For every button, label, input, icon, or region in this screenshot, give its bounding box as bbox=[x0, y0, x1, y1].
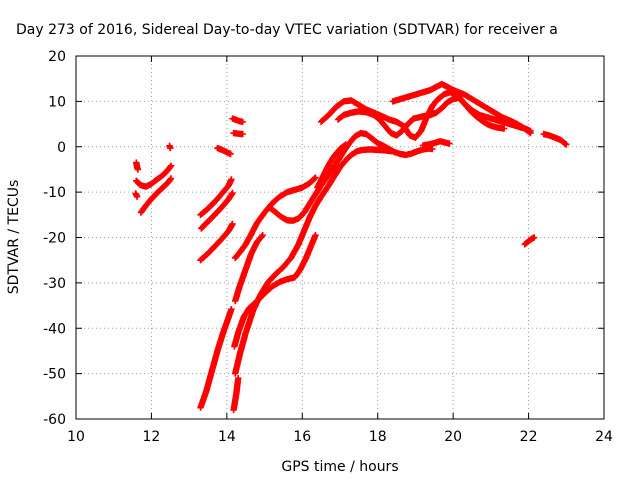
data-point-markers bbox=[197, 306, 235, 411]
data-point-markers bbox=[133, 159, 142, 173]
data-point-markers bbox=[230, 129, 246, 138]
x-tick-label: 20 bbox=[444, 429, 462, 445]
y-tick-label: -40 bbox=[43, 321, 66, 337]
data-point-markers bbox=[334, 94, 508, 139]
data-point-markers bbox=[232, 232, 266, 305]
data-series-trace-7 bbox=[198, 189, 236, 232]
data-points bbox=[132, 80, 570, 414]
x-tick-label: 12 bbox=[143, 429, 161, 445]
data-series-trace-25 bbox=[521, 234, 538, 248]
data-series-trace-16 bbox=[232, 232, 266, 305]
x-tick-labels: 10 12 14 16 18 20 22 24 bbox=[67, 429, 613, 445]
data-point-markers bbox=[314, 141, 349, 191]
data-series-trace-8 bbox=[197, 220, 236, 264]
data-point-markers bbox=[197, 220, 236, 264]
chart-title: Day 273 of 2016, Sidereal Day-to-day VTE… bbox=[16, 22, 558, 38]
y-tick-label: 20 bbox=[48, 49, 66, 65]
data-point-markers bbox=[137, 175, 175, 216]
data-point-markers bbox=[229, 115, 246, 125]
plot-frame bbox=[75, 55, 605, 420]
x-tick-label: 10 bbox=[67, 429, 85, 445]
data-series-trace-19 bbox=[314, 141, 349, 191]
x-tick-label: 16 bbox=[293, 429, 311, 445]
data-point-markers bbox=[419, 138, 453, 149]
y-tick-label: -50 bbox=[43, 367, 66, 383]
data-point-markers bbox=[214, 144, 234, 158]
data-series-trace-2 bbox=[133, 162, 175, 190]
data-point-markers bbox=[230, 375, 242, 414]
data-point-markers bbox=[197, 176, 235, 218]
data-point-markers bbox=[521, 234, 538, 248]
x-tick-label: 22 bbox=[520, 429, 538, 445]
data-point-markers bbox=[132, 190, 141, 200]
y-tick-labels: -60 -50 -40 -30 -20 -10 0 10 20 bbox=[43, 49, 66, 428]
y-tick-label: -10 bbox=[43, 185, 66, 201]
y-tick-label: -30 bbox=[43, 276, 66, 292]
data-point-markers bbox=[232, 146, 395, 377]
data-series-trace-12 bbox=[197, 306, 235, 411]
y-tick-label: 0 bbox=[57, 140, 66, 156]
data-series-trace-11 bbox=[230, 129, 246, 138]
data-series-trace-24 bbox=[540, 130, 570, 148]
data-point-markers bbox=[540, 130, 570, 148]
data-series-trace-17 bbox=[232, 146, 395, 377]
x-tick-label: 24 bbox=[595, 429, 613, 445]
data-series-trace-5 bbox=[166, 142, 174, 152]
data-point-markers bbox=[389, 80, 534, 137]
x-tick-label: 18 bbox=[369, 429, 387, 445]
data-point-markers bbox=[232, 174, 319, 262]
data-series-trace-4 bbox=[137, 175, 175, 216]
data-series-trace-13 bbox=[230, 375, 242, 414]
data-series-trace-3 bbox=[132, 190, 141, 200]
data-series-trace-1 bbox=[133, 159, 142, 173]
data-series-trace-23 bbox=[419, 138, 453, 149]
data-series-trace-22 bbox=[389, 80, 534, 137]
data-series-trace-21 bbox=[334, 94, 508, 139]
data-point-markers bbox=[133, 162, 175, 190]
data-series-trace-6 bbox=[197, 176, 235, 218]
data-series-trace-9 bbox=[214, 144, 234, 158]
x-axis-label: GPS time / hours bbox=[281, 459, 398, 475]
y-tick-label: -20 bbox=[43, 231, 66, 247]
data-series-trace-14 bbox=[232, 174, 319, 262]
data-point-markers bbox=[198, 189, 236, 232]
data-point-markers bbox=[166, 142, 174, 152]
y-tick-label: 10 bbox=[48, 94, 66, 110]
y-axis-label: SDTVAR / TECUs bbox=[6, 180, 22, 295]
data-series-trace-10 bbox=[229, 115, 246, 125]
x-tick-label: 14 bbox=[218, 429, 236, 445]
y-tick-label: -60 bbox=[43, 412, 66, 428]
